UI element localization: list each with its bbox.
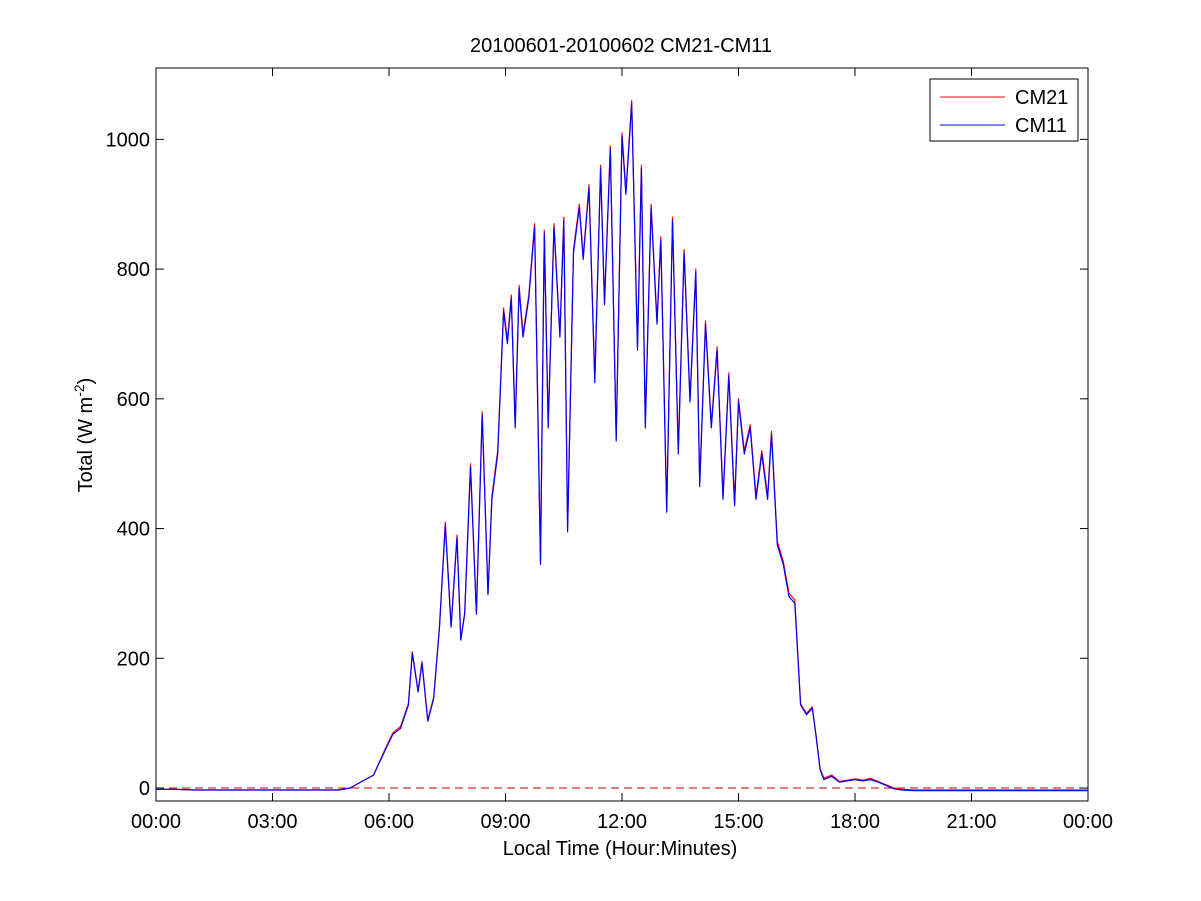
chart-title: 20100601-20100602 CM21-CM11 bbox=[470, 35, 772, 57]
y-tick-label: 1000 bbox=[106, 129, 151, 151]
y-tick-label: 0 bbox=[139, 778, 150, 800]
y-axis-label-close: ) bbox=[75, 378, 97, 385]
y-axis-label-main: Total (W m bbox=[75, 397, 97, 493]
x-tick-label: 09:00 bbox=[480, 811, 530, 833]
x-tick-label: 21:00 bbox=[946, 811, 996, 833]
y-tick-label: 400 bbox=[117, 519, 150, 541]
x-tick-label: 00:00 bbox=[1063, 811, 1113, 833]
x-axis: 00:00 03:00 06:00 09:00 12:00 15:00 18:00 21:00… bbox=[131, 68, 1113, 833]
x-tick-label: 00:00 bbox=[131, 811, 181, 833]
plot-frame bbox=[155, 67, 1089, 802]
legend-box bbox=[929, 78, 1079, 142]
y-axis: 0 200 400 600 800 1000 bbox=[106, 129, 1088, 800]
x-tick-label: 15:00 bbox=[713, 811, 763, 833]
legend-label-cm11: CM11 bbox=[1015, 115, 1067, 137]
y-axis-label-superscript: -2 bbox=[71, 384, 87, 397]
y-tick-label: 200 bbox=[117, 648, 150, 670]
legend: CM21 CM11 bbox=[929, 78, 1079, 142]
plot-area bbox=[155, 67, 1089, 802]
x-tick-label: 03:00 bbox=[247, 811, 297, 833]
x-axis-label: Local Time (Hour:Minutes) bbox=[503, 838, 738, 860]
x-tick-label: 12:00 bbox=[597, 811, 647, 833]
x-tick-label: 18:00 bbox=[830, 811, 880, 833]
series-layer bbox=[156, 99, 1088, 792]
series-line-cm11 bbox=[156, 103, 1088, 792]
y-tick-label: 600 bbox=[117, 389, 150, 411]
y-axis-label: Total (W m-2) bbox=[71, 378, 97, 493]
x-tick-label: 06:00 bbox=[364, 811, 414, 833]
legend-label-cm21: CM21 bbox=[1015, 87, 1068, 109]
y-tick-label: 800 bbox=[117, 259, 150, 281]
